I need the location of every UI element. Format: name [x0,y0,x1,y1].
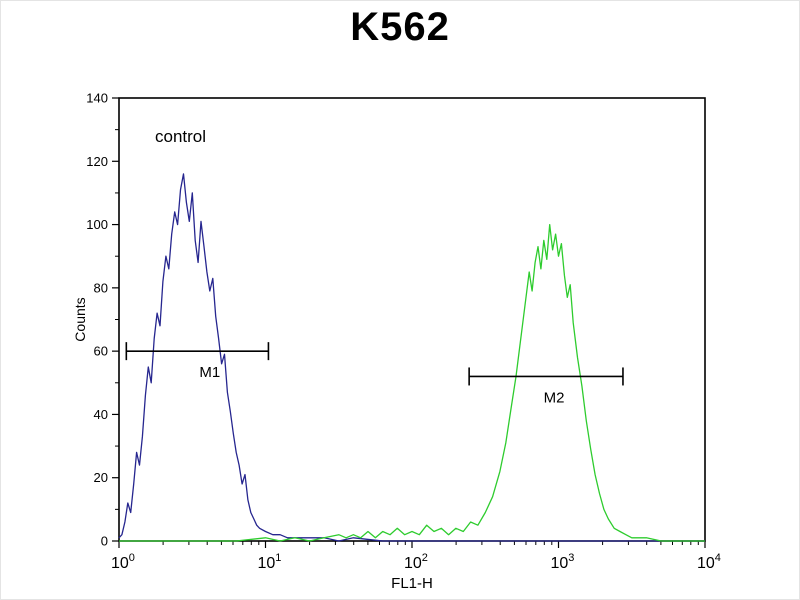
y-tick-label: 140 [86,91,108,106]
x-tick-label: 100 [111,552,135,572]
x-tick-label: 103 [551,552,575,572]
gate-label-M1: M1 [199,364,220,381]
chart-title: K562 [350,5,450,49]
y-tick-label: 20 [94,470,108,485]
control-annotation: control [155,127,206,146]
x-axis: 100 101 102 103 104 [111,541,721,572]
x-tick-label: 101 [258,552,282,572]
y-tick-label: 120 [86,154,108,169]
plot-frame [118,97,706,542]
x-tick-label: 102 [404,552,428,572]
y-axis: 0 20 40 60 80 100 120 140 [86,91,119,549]
y-tick-label: 100 [86,217,108,232]
series-sample-green-curve [119,223,705,542]
x-tick-label: 104 [697,552,721,572]
gate-M1 [125,342,270,361]
gate-M2 [468,367,624,386]
y-tick-label: 60 [94,344,108,359]
y-tick-label: 0 [101,534,108,549]
y-axis-title: Counts [72,297,88,341]
x-axis-title: FL1-H [391,575,433,592]
y-tick-label: 80 [94,280,108,295]
y-tick-label: 40 [94,407,108,422]
gate-label-M2: M2 [544,389,565,406]
series-control-blue-curve [118,173,705,542]
